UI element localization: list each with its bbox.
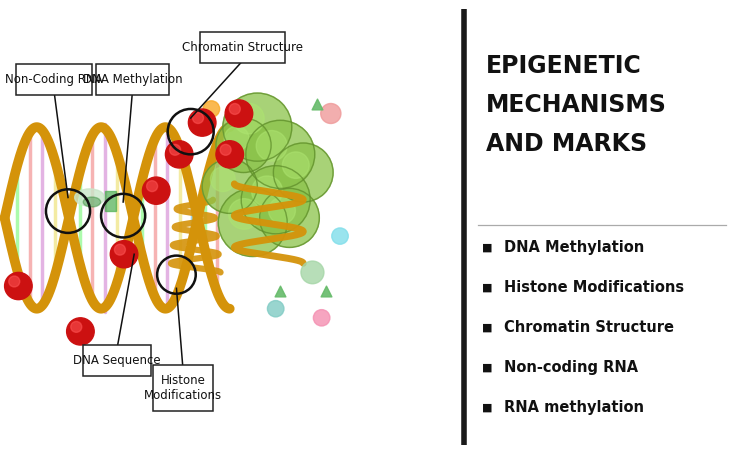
Circle shape <box>218 188 287 257</box>
Text: ■: ■ <box>482 402 492 412</box>
Ellipse shape <box>83 197 101 207</box>
Circle shape <box>233 104 264 134</box>
Circle shape <box>332 228 349 244</box>
Circle shape <box>67 318 94 345</box>
Circle shape <box>252 176 283 207</box>
FancyBboxPatch shape <box>96 64 169 95</box>
Circle shape <box>241 166 310 234</box>
Circle shape <box>4 272 32 300</box>
Text: MECHANISMS: MECHANISMS <box>485 93 666 117</box>
Text: Chromatin Structure: Chromatin Structure <box>504 320 675 335</box>
Text: EPIGENETIC: EPIGENETIC <box>485 54 642 79</box>
Ellipse shape <box>75 189 104 206</box>
Circle shape <box>267 301 284 317</box>
Text: ■: ■ <box>482 322 492 332</box>
Text: DNA Methylation: DNA Methylation <box>504 240 644 255</box>
Text: Histone
Modifications: Histone Modifications <box>144 374 222 402</box>
Circle shape <box>301 261 324 284</box>
Text: ■: ■ <box>482 242 492 252</box>
Point <box>311 101 323 108</box>
FancyBboxPatch shape <box>200 32 285 63</box>
Circle shape <box>273 143 333 202</box>
FancyBboxPatch shape <box>153 365 213 411</box>
Circle shape <box>229 104 240 114</box>
Bar <box>105 191 116 211</box>
Text: Chromatin Structure: Chromatin Structure <box>182 41 303 54</box>
Text: Non-Coding RNA: Non-Coding RNA <box>5 73 103 86</box>
Text: ■: ■ <box>482 362 492 372</box>
Text: AND MARKS: AND MARKS <box>485 132 647 156</box>
FancyBboxPatch shape <box>16 64 92 95</box>
Circle shape <box>220 144 231 155</box>
Circle shape <box>260 188 319 247</box>
Circle shape <box>224 126 249 151</box>
Text: RNA methylation: RNA methylation <box>504 400 644 415</box>
Circle shape <box>9 276 20 287</box>
Circle shape <box>223 93 292 161</box>
Circle shape <box>203 101 219 117</box>
Circle shape <box>189 109 216 136</box>
FancyBboxPatch shape <box>83 345 151 376</box>
Circle shape <box>321 104 341 123</box>
Circle shape <box>142 177 170 204</box>
Circle shape <box>216 141 244 168</box>
Text: ■: ■ <box>482 282 492 292</box>
Circle shape <box>192 113 203 123</box>
Circle shape <box>211 167 236 192</box>
Point <box>320 287 332 294</box>
Circle shape <box>256 130 287 161</box>
Circle shape <box>165 141 193 168</box>
Circle shape <box>228 198 260 229</box>
Circle shape <box>246 120 315 188</box>
Circle shape <box>147 181 158 192</box>
Text: DNA Sequence: DNA Sequence <box>73 355 161 367</box>
Circle shape <box>115 244 126 255</box>
Circle shape <box>269 197 296 224</box>
Text: DNA Methylation: DNA Methylation <box>82 73 182 86</box>
Text: Histone Modifications: Histone Modifications <box>504 280 684 295</box>
Circle shape <box>70 321 81 332</box>
Circle shape <box>283 152 309 178</box>
Circle shape <box>225 100 252 127</box>
Circle shape <box>202 159 258 213</box>
Circle shape <box>170 144 181 155</box>
Circle shape <box>216 118 271 173</box>
Text: Non-coding RNA: Non-coding RNA <box>504 360 639 375</box>
Circle shape <box>110 241 138 268</box>
Circle shape <box>313 310 330 326</box>
Point <box>275 287 286 294</box>
